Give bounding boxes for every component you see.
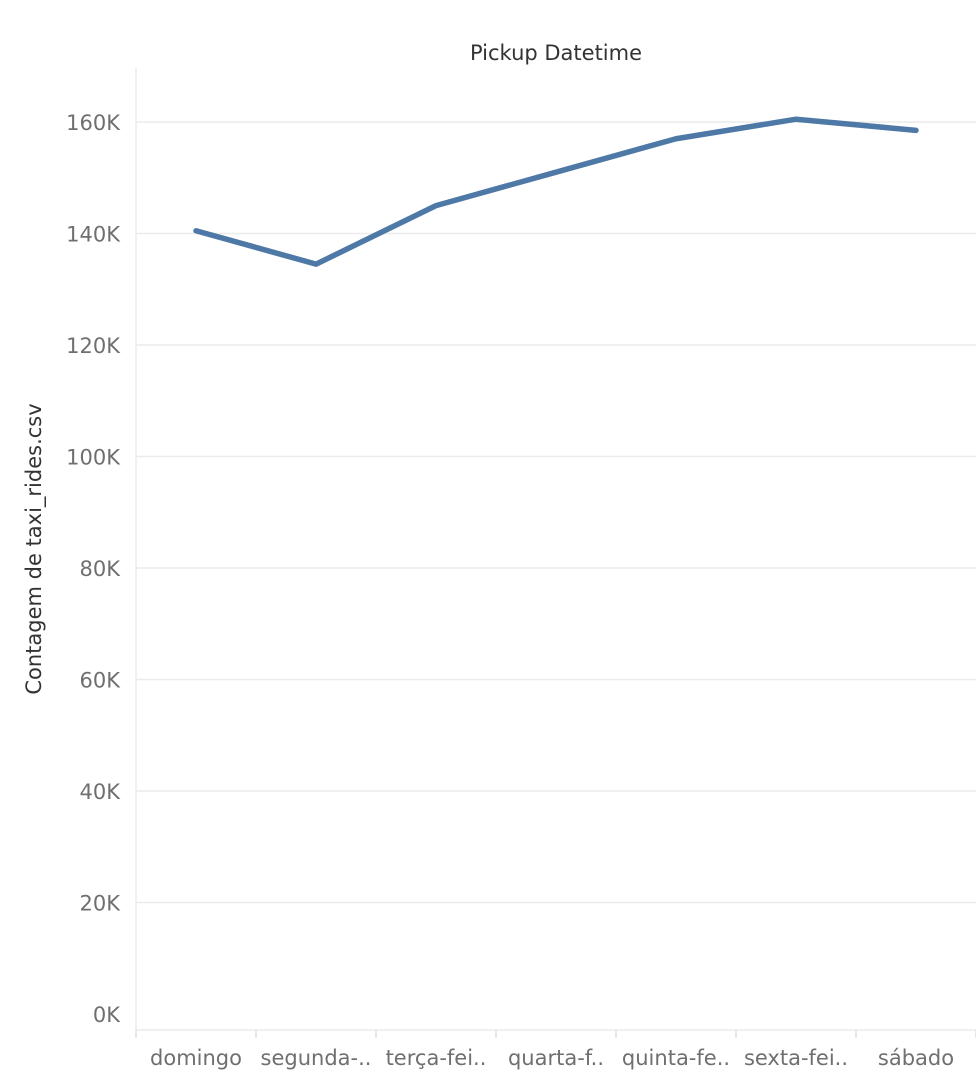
gridlines: [136, 121, 976, 904]
y-tick-label: 60K: [80, 669, 122, 693]
x-tick-label: segunda-..: [261, 1046, 372, 1070]
series-line: [193, 116, 919, 267]
y-tick-label: 0K: [93, 1003, 121, 1027]
y-tick-label: 120K: [66, 334, 121, 358]
x-tick-label: sábado: [878, 1046, 954, 1070]
y-tick-label: 40K: [80, 780, 122, 804]
x-tick-label: sexta-fei..: [744, 1046, 848, 1070]
x-tick-label: quarta-f..: [508, 1046, 604, 1070]
x-tick-label: terça-fei..: [386, 1046, 487, 1070]
y-tick-label: 20K: [80, 892, 122, 916]
x-tick-label: quinta-fe..: [622, 1046, 730, 1070]
x-tick-labels: domingo segunda-.. terça-fei.. quarta-f.. qu…: [135, 1030, 976, 1070]
chart-title: Pickup Datetime: [470, 41, 642, 65]
y-tick-label: 140K: [66, 223, 121, 247]
y-tick-label: 160K: [66, 111, 121, 135]
x-tick-label: domingo: [150, 1046, 242, 1070]
series-layer: [193, 116, 919, 267]
y-tick-label: 100K: [66, 446, 121, 470]
y-tick-label: 80K: [80, 557, 122, 581]
y-axis-title: Contagem de taxi_rides.csv: [22, 403, 47, 694]
y-tick-labels: 0K 20K 40K 60K 80K 100K 120K 140K 160K: [66, 111, 121, 1027]
axes: [135, 68, 976, 1031]
